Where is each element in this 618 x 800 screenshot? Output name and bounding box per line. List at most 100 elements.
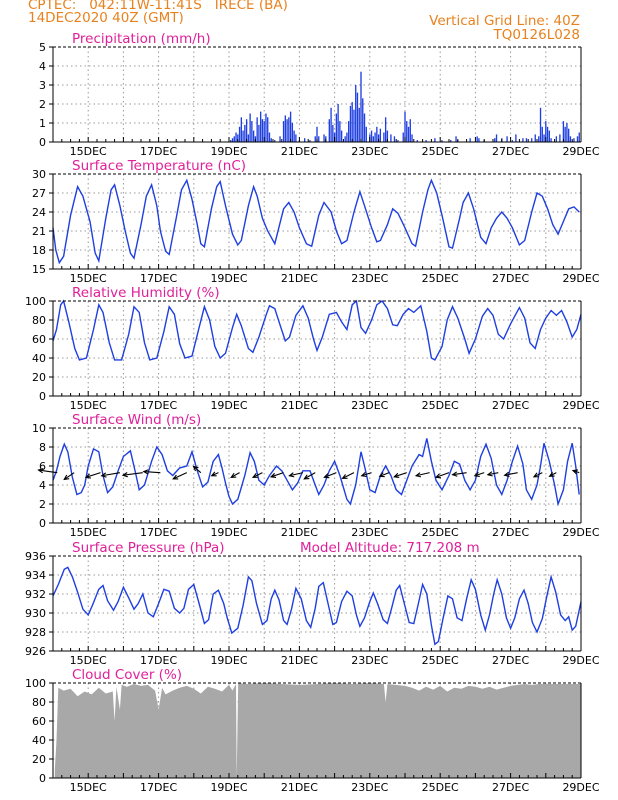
y-tick-label: 0 [39,136,46,149]
wind-vector-shaft [173,472,187,480]
wind-vector [571,469,580,475]
wind-vector [323,472,337,479]
wind-vector-head [63,474,70,481]
wind-vector-head [37,467,44,474]
precip-bar [550,138,552,142]
precip-bar [335,113,338,142]
wind-vector-head [251,473,259,478]
x-tick-label: 29DEC [562,399,599,412]
precip-bar [323,134,325,142]
x-tick-label: 17DEC [140,526,177,539]
x-tick-label: 29DEC [562,272,599,285]
precip-bar [231,138,234,142]
y-tick-label: 21 [32,225,46,238]
precip-bar [531,138,533,142]
precip-bar [351,102,353,142]
x-tick-label: 23DEC [351,654,388,667]
precip-bar [337,104,339,142]
wind-vector [378,472,390,478]
precip-bar [548,130,550,142]
y-tick-label: 30 [32,168,46,181]
wind-vector-head [571,469,579,475]
precip-bar [289,111,292,142]
precip-bar [240,117,242,142]
precip-bar [377,134,380,142]
x-tick-label: 21DEC [281,399,318,412]
precip-bar [291,123,294,142]
x-tick-label: 19DEC [210,399,247,412]
precip-bar [344,136,346,142]
precip-bar [304,138,306,142]
y-tick-label: 18 [32,244,46,257]
wind-vector [269,472,284,478]
precip-bar [541,126,543,142]
wind-vector-head [121,472,128,478]
precip-bar [573,138,575,142]
wind-vector [63,472,75,481]
y-tick-label: 1 [39,117,46,130]
precip-bar [365,126,367,142]
precip-bar [237,134,239,142]
y-tick-label: 27 [32,187,46,200]
wind-vector-head [473,471,480,477]
precip-bar [539,107,542,142]
panel-title: Surface Wind (m/s) [72,412,201,428]
precip-bar [355,85,357,142]
precip-bar [515,134,517,142]
precip-bar [328,119,330,142]
precip-bar [274,140,276,142]
wind-vector-shaft [252,472,263,478]
x-tick-label: 29DEC [562,526,599,539]
x-tick-label: 21DEC [281,526,318,539]
y-tick-label: 3 [39,79,46,92]
wind-vector-shaft [415,472,430,477]
precip-bar [318,136,320,142]
wind-vector [37,467,58,474]
precip-bar [235,132,237,142]
y-tick-label: 60 [32,333,46,346]
precip-bar [242,130,244,142]
precip-bar [476,136,478,142]
panel-title: Surface Temperature (nC) [72,158,246,174]
wind-vector-head [192,465,199,472]
wind-vector-head [288,472,295,478]
wind-vector-head [451,471,458,477]
wind-vector [360,471,372,478]
wind-vector [84,472,101,479]
x-tick-label: 19DEC [210,781,247,794]
precip-bar [506,136,508,142]
pressure-line [52,566,582,646]
x-tick-label: 25DEC [422,399,459,412]
precip-bar [376,126,378,142]
wind-vector-head [341,474,348,479]
y-tick-label: 100 [25,677,46,690]
wind-vector-shaft [504,472,518,476]
wind-vector-head [303,474,310,480]
precip-bar [348,121,350,142]
x-tick-label: 19DEC [210,526,247,539]
y-tick-label: 6 [39,460,46,473]
x-tick-label: 21DEC [281,654,318,667]
precip-bar [284,115,286,142]
panel-subtitle: Model Altitude: 717.208 m [300,540,480,556]
x-tick-label: 15DEC [70,272,107,285]
precip-bar [383,132,385,142]
precip-bar [372,136,374,142]
precip-bar [455,136,457,142]
wind-vector-shaft [230,472,240,478]
precip-bar [406,121,408,142]
wind-vector-head [323,473,330,479]
header-date: 14DEC2020 40Z (GMT) [28,10,184,26]
x-tick-label: 15DEC [70,654,107,667]
precip-bar [265,113,267,142]
precip-bar [260,111,262,142]
panel-pressure: Surface Pressure (hPa) Model Altitude: 71… [25,540,600,667]
wind-vector [288,472,304,478]
y-tick-label: 20 [32,371,46,384]
x-tick-label: 29DEC [562,654,599,667]
x-tick-label: 23DEC [351,272,388,285]
precip-bar [286,119,288,142]
x-tick-label: 23DEC [351,526,388,539]
wind-vector [142,469,161,475]
x-tick-label: 19DEC [210,272,247,285]
